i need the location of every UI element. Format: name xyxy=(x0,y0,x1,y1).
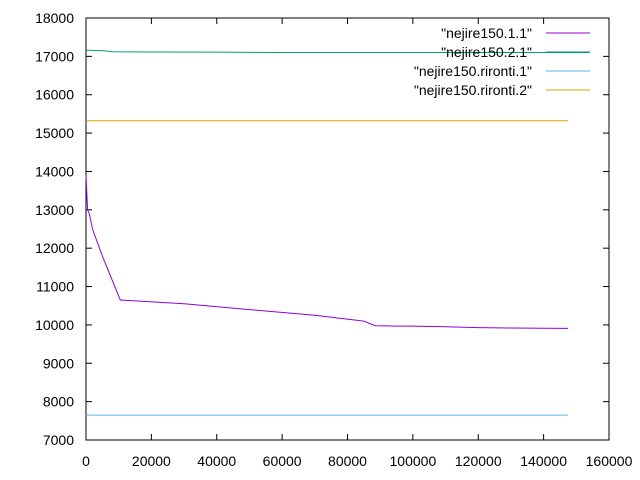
x-tick-label: 20000 xyxy=(132,453,171,469)
axis-ticks: 7000 8000 9000 10000 11000 12000 13000 14000 150… xyxy=(35,10,633,469)
y-tick-label: 15000 xyxy=(35,125,74,141)
x-tick-label: 140000 xyxy=(520,453,567,469)
x-tick-label: 60000 xyxy=(263,453,302,469)
x-tick-label: 0 xyxy=(82,453,90,469)
x-tick-label: 120000 xyxy=(455,453,502,469)
legend-label-4: "nejire150.rironti.2" xyxy=(414,82,532,98)
y-tick-label: 16000 xyxy=(35,87,74,103)
y-tick-label: 17000 xyxy=(35,48,74,64)
legend-label-3: "nejire150.rironti.1" xyxy=(414,63,532,79)
y-tick-label: 10000 xyxy=(35,317,74,333)
series-line-2 xyxy=(85,49,590,53)
y-tick-label: 12000 xyxy=(35,240,74,256)
y-tick-label: 7000 xyxy=(43,432,74,448)
y-tick-label: 8000 xyxy=(43,394,74,410)
x-tick-label: 160000 xyxy=(586,453,633,469)
y-tick-label: 18000 xyxy=(35,10,74,26)
legend-label-1: "nejire150.1.1" xyxy=(441,25,532,41)
y-tick-label: 13000 xyxy=(35,202,74,218)
y-tick-label: 9000 xyxy=(43,355,74,371)
y-tick-label: 14000 xyxy=(35,163,74,179)
legend-label-2: "nejire150.2.1" xyxy=(441,44,532,60)
legend: "nejire150.1.1" "nejire150.2.1" "nejire150… xyxy=(414,25,590,98)
x-tick-label: 80000 xyxy=(328,453,367,469)
y-tick-label: 11000 xyxy=(36,279,74,295)
series-line-1 xyxy=(85,175,569,329)
x-tick-label: 100000 xyxy=(390,453,437,469)
x-tick-label: 40000 xyxy=(197,453,236,469)
series-layer xyxy=(85,49,590,416)
